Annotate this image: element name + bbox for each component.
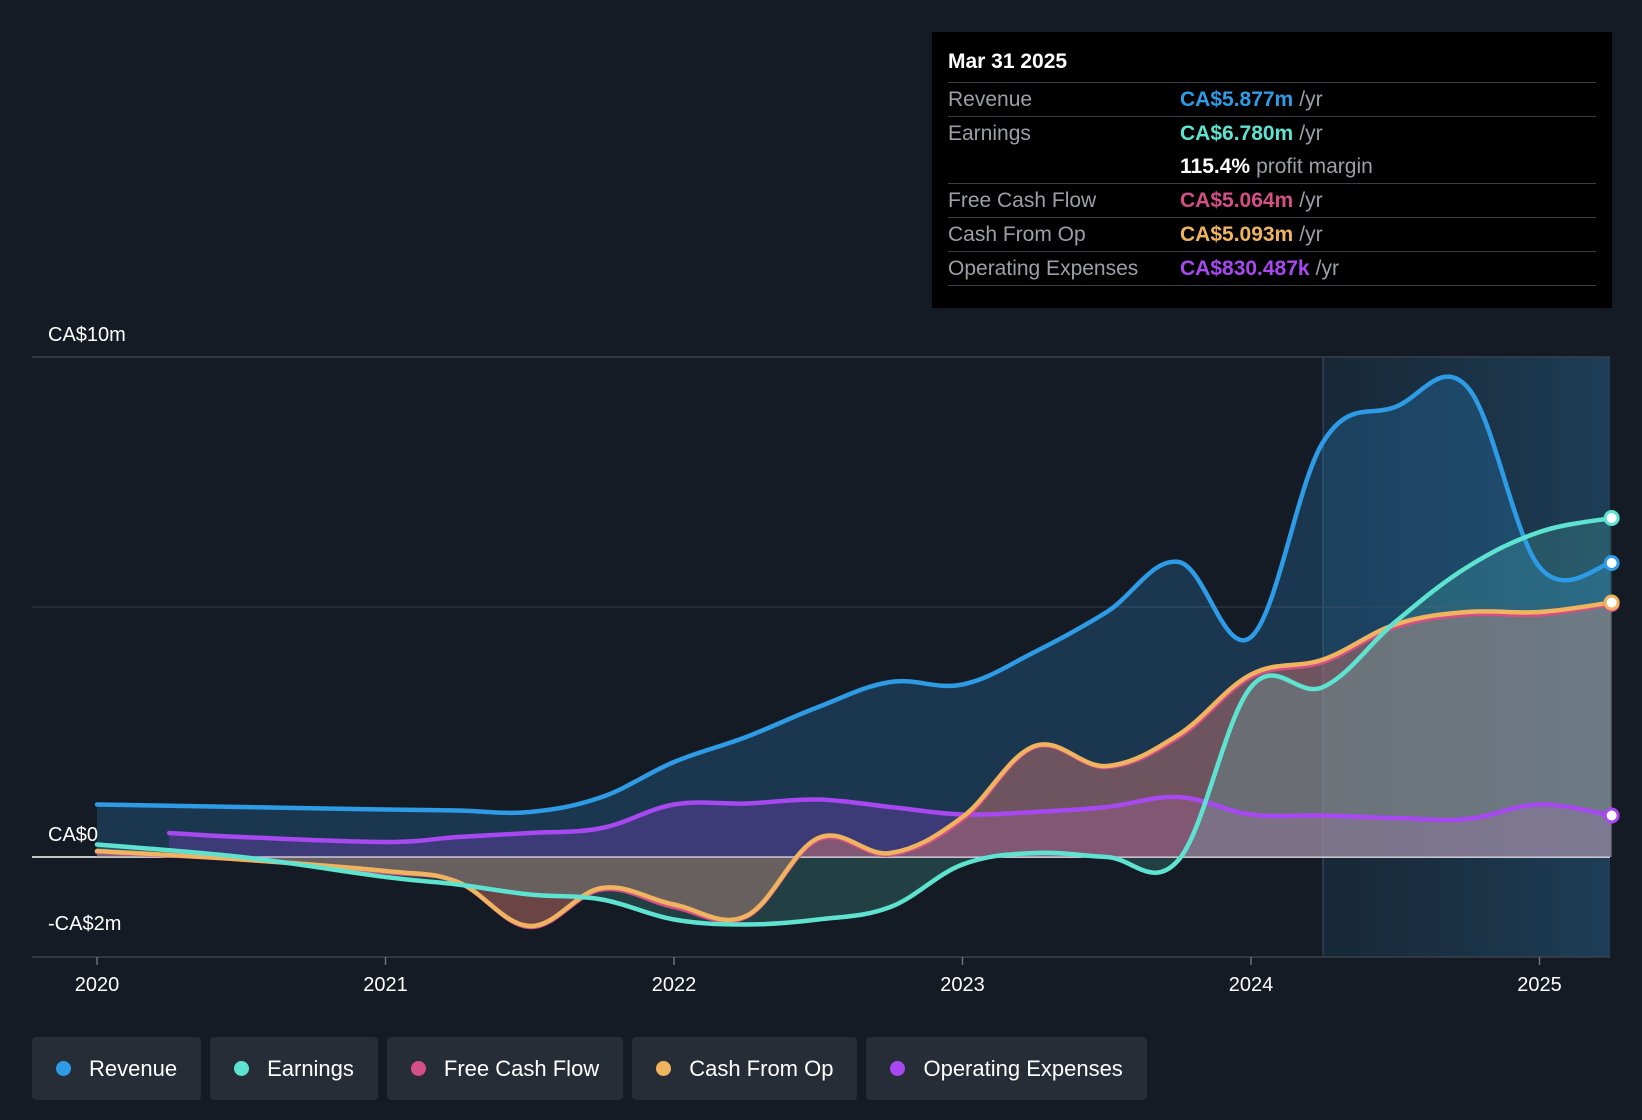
legend-item-cash-from-op[interactable]: Cash From Op	[632, 1037, 858, 1100]
tooltip-label: Free Cash Flow	[948, 188, 1097, 212]
tooltip-value: 115.4%	[1180, 154, 1251, 178]
endpoint-earnings	[1603, 510, 1620, 526]
legend-label: Revenue	[89, 1055, 178, 1081]
legend-dot-icon	[234, 1061, 250, 1076]
tooltip-unit: /yr	[1299, 222, 1323, 246]
series-endpoints	[1603, 510, 1620, 824]
endpoint-revenue	[1603, 555, 1620, 571]
tooltip-unit: /yr	[1299, 188, 1323, 212]
tooltip-row-earnings: Earnings CA$6.780m /yr	[948, 116, 1596, 150]
tooltip-label: Cash From Op	[948, 222, 1086, 246]
tooltip-panel: Mar 31 2025 Revenue CA$5.877m /yr Earnin…	[932, 32, 1612, 308]
tooltip-value: CA$5.064m	[1180, 188, 1294, 212]
legend-dot-icon	[410, 1061, 426, 1076]
legend-item-earnings[interactable]: Earnings	[210, 1037, 378, 1100]
tooltip-label: Earnings	[948, 121, 1031, 145]
x-tick-label: 2020	[75, 974, 120, 996]
tooltip-value: CA$6.780m	[1180, 121, 1294, 145]
y-axis-label: CA$10m	[48, 324, 126, 346]
endpoint-operating-expenses	[1603, 807, 1620, 824]
series-lines	[94, 374, 1614, 930]
line-revenue	[94, 374, 1614, 816]
area-cash-from-op	[97, 602, 1612, 927]
tooltip-value: CA$5.877m	[1180, 87, 1294, 111]
x-tick-label: 2024	[1229, 974, 1274, 996]
endpoint-cash-from-op	[1603, 594, 1620, 611]
tooltip-value: CA$830.487k	[1180, 256, 1310, 280]
area-operating-expenses	[169, 796, 1612, 857]
tooltip-label: Operating Expenses	[948, 256, 1139, 280]
y-axis-label: CA$0	[48, 824, 98, 846]
legend-dot-icon	[890, 1061, 906, 1076]
tooltip-row-cash-from-op: Cash From Op CA$5.093m /yr	[948, 217, 1596, 251]
legend-label: Free Cash Flow	[443, 1055, 600, 1081]
legend-dot-icon	[656, 1061, 672, 1076]
line-earnings	[94, 515, 1614, 927]
area-revenue	[97, 376, 1612, 857]
y-axis-label: -CA$2m	[48, 913, 121, 935]
tooltip-unit: profit margin	[1256, 154, 1373, 178]
legend-item-revenue[interactable]: Revenue	[32, 1037, 202, 1100]
line-operating-expenses	[166, 794, 1614, 845]
legend-dot-icon	[56, 1061, 71, 1076]
x-tick-label: 2022	[652, 974, 697, 996]
legend-label: Earnings	[267, 1055, 354, 1081]
x-tick-label: 2023	[940, 974, 985, 996]
tooltip-label: Revenue	[948, 87, 1033, 111]
tooltip-row-free-cash-flow: Free Cash Flow CA$5.064m /yr	[948, 183, 1596, 217]
legend-label: Cash From Op	[689, 1055, 834, 1081]
line-cash-from-op	[94, 600, 1614, 929]
tooltip-row-profit-margin: 115.4% profit margin	[948, 150, 1596, 183]
tooltip-unit: /yr	[1299, 121, 1323, 145]
legend-item-free-cash-flow[interactable]: Free Cash Flow	[386, 1037, 624, 1100]
series-areas	[97, 376, 1612, 928]
tooltip-unit: /yr	[1299, 87, 1323, 111]
x-tick-label: 2021	[363, 974, 408, 996]
legend: Revenue Earnings Free Cash Flow Cash Fro…	[32, 1037, 1147, 1100]
area-earnings	[97, 518, 1612, 925]
area-free-cash-flow	[97, 604, 1612, 928]
y-axis-labels: CA$10m CA$0 -CA$2m	[48, 324, 126, 935]
tooltip-unit: /yr	[1315, 256, 1339, 280]
x-axis-ticks: 2020 2021 2022 2023 2024 2025	[75, 957, 1562, 996]
tooltip-row-revenue: Revenue CA$5.877m /yr	[948, 82, 1596, 116]
legend-label: Operating Expenses	[923, 1055, 1123, 1081]
tooltip-date: Mar 31 2025	[948, 50, 1068, 73]
tooltip-value: CA$5.093m	[1180, 222, 1294, 246]
grid-lines	[32, 356, 1610, 958]
legend-item-operating-expenses[interactable]: Operating Expenses	[866, 1037, 1147, 1100]
x-tick-label: 2025	[1517, 974, 1562, 996]
tooltip-row-operating-expenses: Operating Expenses CA$830.487k /yr	[948, 251, 1596, 286]
